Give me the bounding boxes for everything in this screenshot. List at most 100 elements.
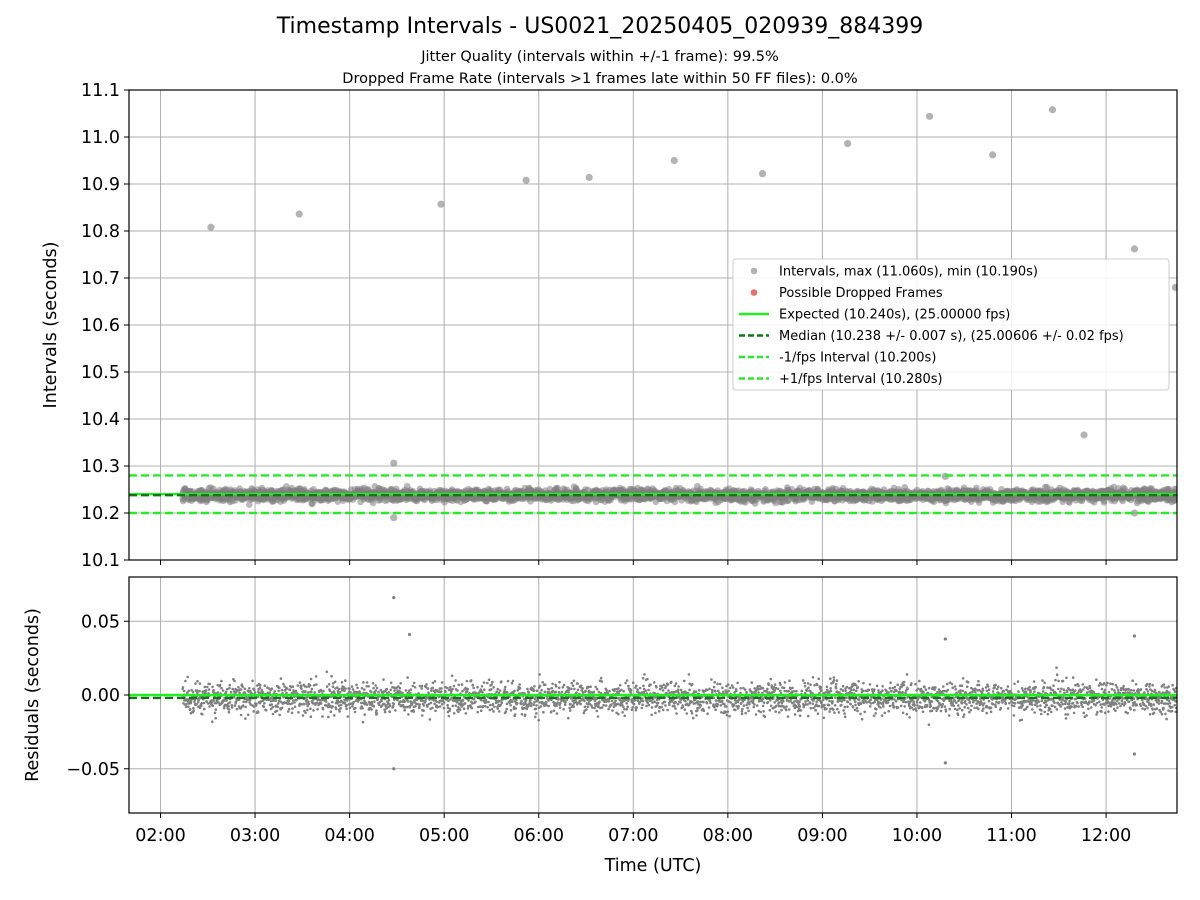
residual-point [358, 691, 362, 695]
residual-point [331, 700, 334, 704]
residual-point [398, 686, 402, 690]
interval-outlier-point [1171, 283, 1177, 291]
residual-point [389, 688, 393, 692]
y-tick-label: 10.8 [81, 222, 120, 242]
residual-point [342, 685, 345, 689]
residual-point [192, 706, 195, 710]
intervals-y-axis-label: Intervals (seconds) [41, 242, 61, 409]
residual-point [263, 684, 267, 687]
interval-outlier-point [585, 173, 593, 182]
residual-point [534, 707, 538, 711]
residual-point [306, 691, 310, 694]
residual-point [269, 707, 273, 711]
residual-point [346, 699, 349, 702]
residual-point [320, 689, 323, 693]
residual-point [349, 691, 353, 694]
residual-point [527, 691, 530, 694]
residual-point [480, 685, 484, 688]
residual-point [433, 680, 437, 683]
residual-point [505, 707, 509, 711]
residual-point [216, 691, 220, 694]
residual-point [330, 674, 333, 678]
residual-point [411, 701, 414, 704]
y-tick-label: 10.2 [81, 504, 120, 524]
residual-point [329, 710, 333, 713]
residual-point [215, 701, 218, 705]
residual-point [444, 690, 447, 693]
residual-point [382, 678, 385, 681]
residual-point [282, 696, 286, 699]
residual-point [282, 682, 285, 686]
residual-point [388, 710, 392, 714]
residual-point [212, 699, 216, 702]
residual-point [290, 702, 294, 705]
residual-point [387, 698, 391, 702]
residual-point [374, 684, 377, 687]
residual-point [394, 709, 397, 712]
residual-point [203, 685, 207, 689]
residual-point [287, 699, 291, 703]
residual-point [401, 691, 404, 695]
residual-point [280, 706, 284, 710]
residual-point [362, 691, 366, 695]
residual-point [389, 681, 393, 685]
residual-point [288, 702, 292, 706]
residual-point [465, 689, 469, 693]
residual-point [285, 691, 288, 695]
residual-point [337, 704, 341, 707]
residual-point [524, 698, 528, 702]
residual-point [246, 698, 249, 702]
residual-point [406, 676, 409, 679]
residual-point [500, 701, 504, 705]
residual-point [190, 688, 193, 692]
residual-point [253, 691, 257, 694]
residual-point [461, 689, 464, 693]
residual-point [338, 690, 342, 694]
residual-point [344, 679, 347, 682]
residual-point [476, 705, 480, 709]
residual-point [503, 688, 507, 691]
residual-point [278, 713, 282, 717]
residual-point [337, 687, 341, 691]
residual-point [306, 695, 309, 699]
residual-point [505, 702, 509, 706]
chart-title: Timestamp Intervals - US0021_20250405_02… [276, 14, 924, 39]
residual-point [487, 678, 491, 681]
residual-point [431, 686, 435, 690]
residual-point [488, 703, 492, 707]
residual-point [333, 680, 337, 684]
residual-point [490, 707, 494, 711]
residual-point [514, 707, 518, 710]
residual-point [460, 701, 463, 704]
residual-point [421, 699, 425, 703]
residual-point [497, 699, 501, 703]
residual-point [451, 704, 455, 708]
residual-point [367, 685, 370, 688]
residual-point [252, 710, 255, 713]
residual-point [484, 698, 488, 702]
residual-point [307, 700, 310, 704]
residual-point [418, 705, 421, 709]
residual-point [306, 708, 309, 712]
residual-point [314, 675, 318, 678]
residual-point [412, 681, 416, 685]
residual-point [270, 699, 273, 703]
residual-point [440, 687, 443, 690]
residual-point [496, 707, 500, 710]
residual-point [229, 690, 233, 694]
residual-point [184, 705, 188, 709]
residual-point [481, 705, 485, 708]
residual-point [211, 685, 214, 689]
residual-point [467, 699, 470, 702]
y-tick-label: 10.6 [81, 316, 120, 336]
residual-point [286, 710, 290, 713]
residual-point [338, 710, 341, 713]
residual-point [462, 707, 466, 710]
residual-point [488, 708, 492, 712]
residual-point [194, 682, 197, 685]
residual-point [393, 689, 396, 692]
residual-point [291, 699, 295, 702]
residual-point [428, 718, 432, 721]
residual-point [297, 711, 300, 714]
